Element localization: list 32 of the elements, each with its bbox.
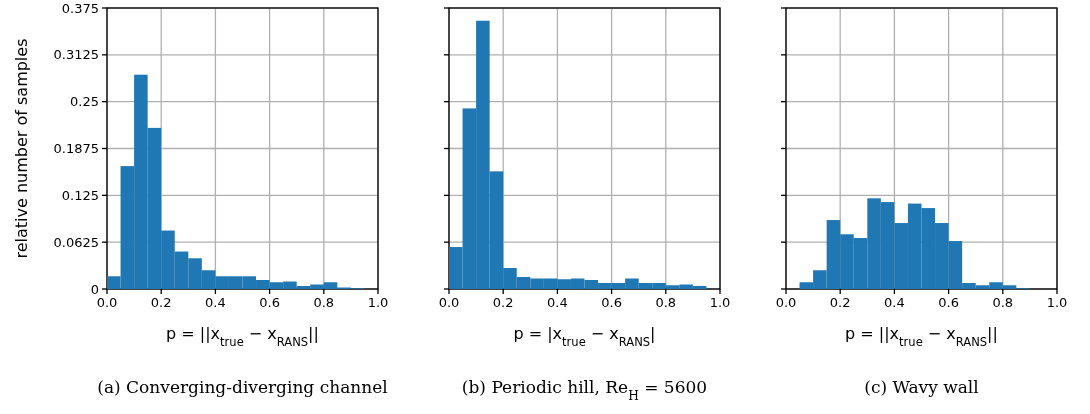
- x-tick-label: 0.2: [492, 295, 514, 310]
- text: (b) Periodic hill, Re$_{H}$ = 5600: [461, 377, 708, 403]
- y-axis-title: relative number of samples: [12, 38, 31, 259]
- y-tick-label: 0.3125: [53, 47, 99, 63]
- x-tick-label: 0.6: [601, 295, 622, 310]
- x-tick-label: 1.0: [367, 295, 389, 310]
- x-tick-label: 0.6: [259, 295, 280, 310]
- x-tick-label: 0.8: [655, 295, 677, 310]
- x-tick-label: 0.4: [884, 295, 905, 310]
- y-tick-label: 0.1875: [53, 141, 99, 157]
- y-tick-label: 0.0625: [53, 234, 99, 250]
- y-tick-label: 0.125: [61, 187, 99, 203]
- x-tick-label: 0.4: [547, 295, 568, 310]
- text: (c) Wavy wall: [864, 377, 979, 397]
- x-tick-label: 0.6: [938, 295, 959, 310]
- x-tick-label: 1.0: [1046, 295, 1068, 310]
- x-axis-title: p = ||x$_{true}$ − x$_{RANS}$||: [845, 324, 998, 349]
- x-tick-label: 0.8: [992, 295, 1014, 310]
- x-tick-label: 0.0: [96, 295, 118, 310]
- x-tick-label: 0.2: [829, 295, 851, 310]
- y-tick-label: 0: [90, 281, 99, 297]
- x-tick-label: 0.8: [313, 295, 335, 310]
- x-axis-title: p = |x$_{true}$ − x$_{RANS}$|: [513, 324, 656, 349]
- text: (a) Converging-diverging channel: [97, 377, 388, 397]
- x-axis-title: p = ||x$_{true}$ − x$_{RANS}$||: [166, 324, 319, 349]
- x-tick-label: 1.0: [709, 295, 731, 310]
- x-tick-label: 0.2: [150, 295, 172, 310]
- y-tick-label: 0.375: [61, 0, 99, 16]
- x-tick-label: 0.4: [205, 295, 226, 310]
- x-tick-label: 0.0: [438, 295, 460, 310]
- x-tick-label: 0.0: [775, 295, 797, 310]
- y-tick-label: 0.25: [70, 94, 99, 110]
